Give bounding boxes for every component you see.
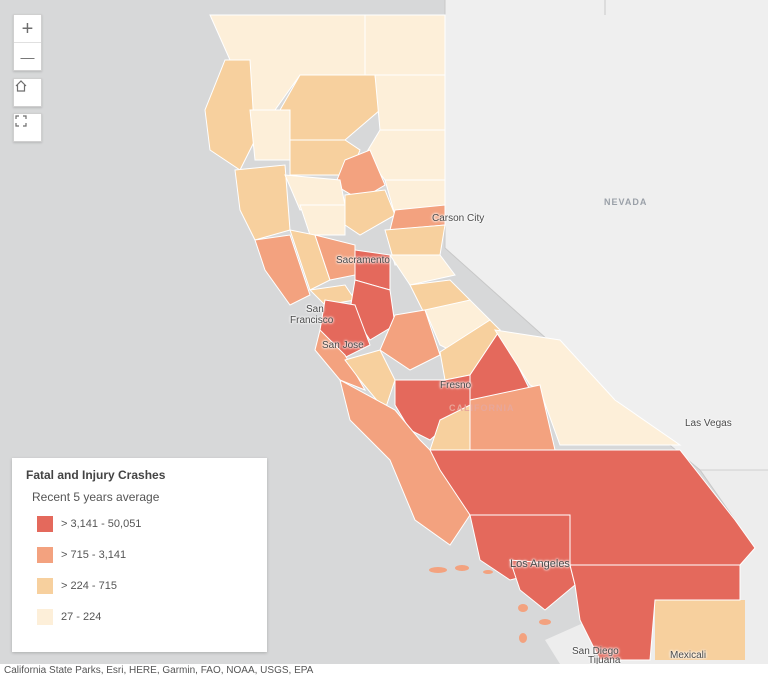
city-label-mexicali: Mexicali xyxy=(670,650,707,661)
legend-item: > 3,141 - 50,051 xyxy=(37,516,141,532)
city-label-fresno: Fresno xyxy=(440,380,472,391)
county-polygon xyxy=(249,109,291,161)
home-button[interactable] xyxy=(13,78,42,107)
basemap xyxy=(204,0,768,664)
legend-title: Fatal and Injury Crashes xyxy=(26,468,166,482)
legend-item: > 224 - 715 xyxy=(37,578,117,594)
county-polygon xyxy=(509,559,576,611)
city-label-san-jose: San Jose xyxy=(322,340,364,351)
city-label-san-diego: San Diego xyxy=(572,646,619,657)
county-polygon xyxy=(299,204,346,236)
city-label-san-francisco-2: Francisco xyxy=(290,315,334,326)
state-label-california: CALIFORNIA xyxy=(449,403,515,413)
county-polygon xyxy=(204,59,256,171)
county-polygon xyxy=(314,329,367,391)
legend-swatch xyxy=(37,578,53,594)
county-polygon xyxy=(493,329,682,446)
legend-item: > 715 - 3,141 xyxy=(37,547,126,563)
city-label-san-francisco-1: San xyxy=(306,304,324,315)
legend-swatch xyxy=(37,609,53,625)
county-polygon xyxy=(339,379,471,546)
county-polygon xyxy=(364,14,446,76)
home-icon xyxy=(15,80,27,92)
county-polygon xyxy=(389,254,456,286)
legend-swatch xyxy=(37,547,53,563)
legend-item: 27 - 224 xyxy=(37,609,101,625)
county-polygon xyxy=(344,349,396,412)
map-view[interactable]: + — NEVADA CALIFORNIA Carson City Sacram… xyxy=(0,0,768,664)
county-polygon xyxy=(279,74,381,141)
attribution-bar: California State Parks, Esri, HERE, Garm… xyxy=(0,664,768,678)
expand-icon xyxy=(15,115,27,127)
legend-label: > 3,141 - 50,051 xyxy=(61,518,142,530)
fullscreen-button[interactable] xyxy=(13,113,42,142)
mexico-region-mexicali xyxy=(655,600,745,660)
legend-label: > 715 - 3,141 xyxy=(61,549,127,561)
zoom-out-button[interactable]: — xyxy=(20,48,35,65)
county-polygon xyxy=(344,189,396,236)
nevada-area xyxy=(445,0,768,470)
legend-label: 27 - 224 xyxy=(61,611,102,623)
county-polygon xyxy=(254,234,311,306)
legend-swatch xyxy=(37,516,53,532)
county-polygon xyxy=(569,564,741,661)
city-label-tijuana: Tijuana xyxy=(588,655,621,664)
state-label-nevada: NEVADA xyxy=(604,197,648,207)
county-polygon xyxy=(234,164,291,241)
city-label-las-vegas: Las Vegas xyxy=(685,418,732,429)
legend-panel: Fatal and Injury Crashes Recent 5 years … xyxy=(12,458,267,652)
zoom-control: + — xyxy=(13,14,42,71)
county-polygon xyxy=(374,74,446,131)
county-polygons xyxy=(204,14,756,661)
county-polygon xyxy=(379,309,441,371)
zoom-in-button[interactable]: + xyxy=(21,17,34,40)
city-label-sacramento: Sacramento xyxy=(336,255,390,266)
city-label-carson-city: Carson City xyxy=(432,213,485,224)
zoom-separator xyxy=(14,42,41,43)
legend-label: > 224 - 715 xyxy=(61,580,117,592)
city-label-los-angeles: Los Angeles xyxy=(510,558,570,570)
islands xyxy=(429,565,551,643)
legend-subtitle: Recent 5 years average xyxy=(32,490,160,504)
